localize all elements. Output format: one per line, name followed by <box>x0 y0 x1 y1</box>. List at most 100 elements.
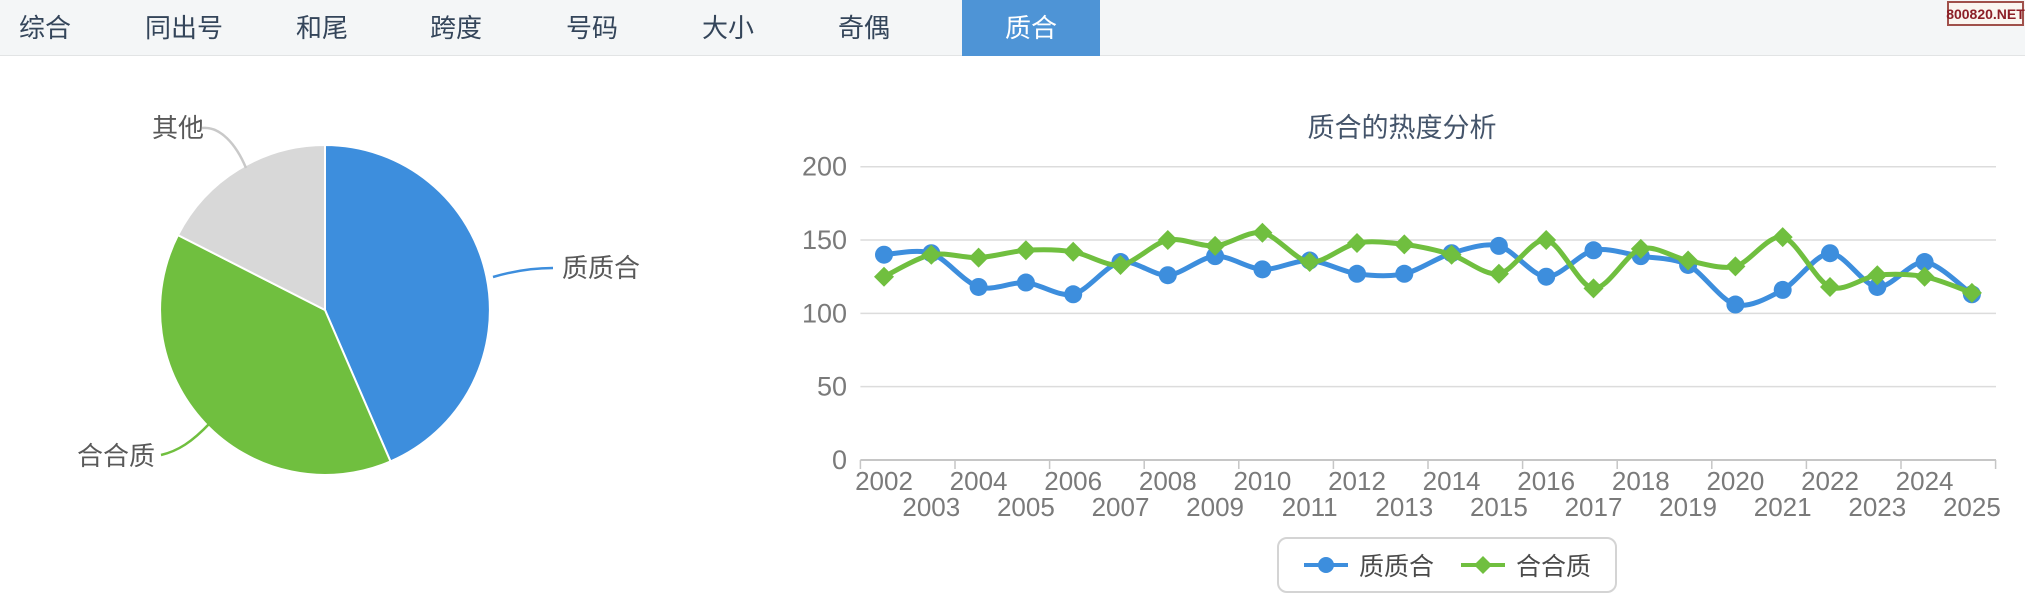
legend-dot <box>1318 557 1334 573</box>
data-point-合合质-2007 <box>1110 254 1131 275</box>
data-point-合合质-2022 <box>1820 276 1840 297</box>
data-point-质质合-2008 <box>1158 266 1177 285</box>
tab-hewei[interactable]: 和尾 <box>262 0 382 56</box>
data-point-质质合-2002 <box>875 245 893 264</box>
legend-diamond <box>1474 556 1493 574</box>
legend-label: 合合质 <box>1516 553 1592 581</box>
x-tick-label-2021: 2021 <box>1754 492 1812 522</box>
data-point-合合质-2025 <box>1961 282 1982 303</box>
y-tick-label-0: 0 <box>832 445 847 475</box>
data-point-质质合-2015 <box>1489 236 1508 255</box>
x-tick-label-2008: 2008 <box>1139 466 1197 496</box>
x-tick-label-2024: 2024 <box>1896 466 1954 496</box>
data-point-合合质-2002 <box>874 266 894 287</box>
data-point-合合质-2016 <box>1536 230 1557 251</box>
data-point-合合质-2005 <box>1015 240 1036 261</box>
pie-slice-3 <box>177 144 326 311</box>
x-tick-label-2020: 2020 <box>1706 466 1764 496</box>
tab-label: 和尾 <box>295 13 348 43</box>
tab-label: 跨度 <box>429 13 482 43</box>
tab-label: 号码 <box>565 13 618 43</box>
data-point-合合质-2017 <box>1583 278 1604 299</box>
tab-haoma[interactable]: 号码 <box>532 0 652 56</box>
pie-label-right: 质质合 <box>562 253 640 283</box>
x-tick-label-2004: 2004 <box>950 466 1008 496</box>
legend-item-green-series[interactable]: 合合质 <box>1460 547 1591 583</box>
x-tick-label-2018: 2018 <box>1612 466 1670 496</box>
data-point-质质合-2006 <box>1064 285 1083 304</box>
legend-label: 质质合 <box>1359 553 1435 581</box>
line-chart-title: 质合的热度分析 <box>1308 113 1497 143</box>
data-point-质质合-2010 <box>1253 260 1272 279</box>
x-tick-label-2005: 2005 <box>997 492 1055 522</box>
tab-label: 质合 <box>1004 13 1057 43</box>
data-point-质质合-2012 <box>1348 264 1366 283</box>
x-tick-label-2006: 2006 <box>1044 466 1102 496</box>
tab-daxiao[interactable]: 大小 <box>668 0 788 56</box>
series-line-blue <box>881 242 1975 308</box>
tab-label: 大小 <box>701 13 754 43</box>
data-point-质质合-2017 <box>1584 241 1603 260</box>
x-tick-label-2022: 2022 <box>1801 466 1859 496</box>
data-point-质质合-2022 <box>1821 244 1839 263</box>
data-point-合合质-2011 <box>1299 252 1320 273</box>
tab-zhihe[interactable]: 质合 <box>962 0 1100 56</box>
pie-slice-1 <box>324 144 491 463</box>
x-tick-label-2023: 2023 <box>1848 492 1906 522</box>
data-point-质质合-2009 <box>1206 247 1225 266</box>
data-point-合合质-2006 <box>1063 241 1084 262</box>
y-tick-label-50: 50 <box>817 372 847 402</box>
data-point-质质合-2023 <box>1868 277 1887 296</box>
data-point-合合质-2012 <box>1347 232 1367 253</box>
data-point-质质合-2013 <box>1395 264 1414 283</box>
x-tick-label-2017: 2017 <box>1565 492 1623 522</box>
data-point-合合质-2009 <box>1205 235 1226 256</box>
pie-label-line-bottom-left <box>160 422 211 457</box>
watermark-badge: 800820.NET <box>1946 1 2025 26</box>
data-point-质质合-2021 <box>1773 280 1792 299</box>
x-tick-label-2019: 2019 <box>1659 492 1717 522</box>
data-point-合合质-2008 <box>1157 230 1178 251</box>
data-point-合合质-2021 <box>1772 227 1793 248</box>
tab-label: 综合 <box>18 13 71 43</box>
tab-tongchuhao[interactable]: 同出号 <box>124 0 244 56</box>
data-point-质质合-2004 <box>969 277 988 296</box>
data-point-合合质-2003 <box>921 244 942 265</box>
x-tick-label-2003: 2003 <box>902 492 960 522</box>
data-point-合合质-2004 <box>968 247 989 268</box>
y-tick-label-200: 200 <box>802 152 847 182</box>
x-tick-label-2014: 2014 <box>1423 466 1481 496</box>
tab-label: 同出号 <box>144 13 223 43</box>
data-point-质质合-2005 <box>1016 273 1035 292</box>
legend-item-blue-series[interactable]: 质质合 <box>1303 547 1434 583</box>
data-point-合合质-2010 <box>1252 222 1273 243</box>
y-tick-label-100: 100 <box>802 298 847 328</box>
tab-label: 奇偶 <box>837 13 890 43</box>
circle-marker-icon <box>1304 557 1348 573</box>
tab-kuadu[interactable]: 跨度 <box>396 0 516 56</box>
x-tick-label-2015: 2015 <box>1470 492 1528 522</box>
pie-label-top-left: 其他 <box>152 113 204 143</box>
x-tick-label-2002: 2002 <box>855 466 913 496</box>
x-tick-label-2010: 2010 <box>1233 466 1291 496</box>
x-tick-label-2007: 2007 <box>1092 492 1150 522</box>
y-tick-label-150: 150 <box>802 225 847 255</box>
diamond-marker-icon <box>1461 556 1506 574</box>
tab-bar: 综合 同出号 和尾 跨度 号码 大小 奇偶 质合 <box>0 0 2025 56</box>
pie-label-line-right <box>492 266 554 279</box>
tab-qiou[interactable]: 奇偶 <box>804 0 924 56</box>
data-point-质质合-2016 <box>1537 267 1556 286</box>
data-point-合合质-2020 <box>1725 256 1746 277</box>
pie-label-bottom-left: 合合质 <box>77 441 155 471</box>
pie-slice-2 <box>159 234 392 476</box>
data-point-合合质-2013 <box>1394 234 1415 255</box>
x-tick-label-2013: 2013 <box>1375 492 1433 522</box>
x-tick-label-2012: 2012 <box>1328 466 1386 496</box>
data-point-合合质-2019 <box>1678 250 1699 271</box>
x-tick-label-2011: 2011 <box>1282 492 1338 522</box>
tab-zonghe[interactable]: 综合 <box>0 0 105 56</box>
x-tick-label-2009: 2009 <box>1186 492 1244 522</box>
data-point-合合质-2024 <box>1914 266 1935 287</box>
